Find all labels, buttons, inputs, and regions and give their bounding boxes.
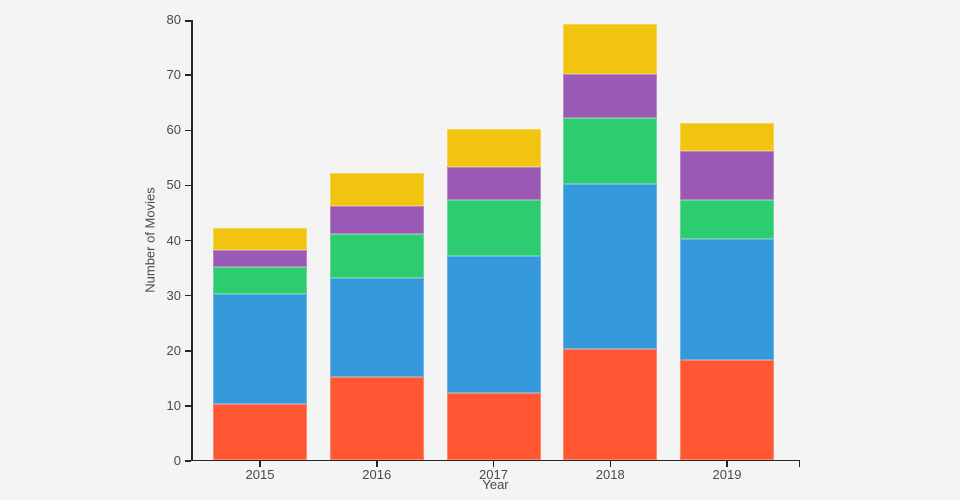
y-tick: [185, 74, 191, 76]
bar-segment-2017-purple: [446, 167, 541, 201]
bar-2015: [213, 227, 307, 460]
bar-segment-2016-green: [329, 233, 424, 278]
bar-segment-2018-purple: [563, 73, 658, 118]
bar-segment-2016-purple: [329, 205, 424, 234]
bar-segment-2015-red: [213, 404, 307, 460]
bar-segment-2017-blue: [446, 255, 541, 394]
bar-segment-2019-purple: [680, 150, 774, 201]
x-tick: [492, 461, 495, 467]
bar-segment-2017-red: [446, 393, 541, 460]
y-tick: [185, 20, 191, 22]
bar-segment-2019-red: [680, 360, 774, 460]
y-tick-label: 70: [166, 67, 181, 83]
bar-segment-2015-green: [213, 266, 307, 295]
plot-area: 0 10 20 30 40 50 60 70 80 2015 2016 2017 2018 2019: [167, 12, 800, 482]
bar-segment-2018-yellow: [563, 24, 658, 74]
y-tick: [185, 350, 191, 352]
y-tick: [185, 239, 191, 242]
y-tick-label: 60: [166, 122, 181, 138]
y-tick-label: 20: [166, 342, 181, 358]
y-tick-label: 80: [166, 12, 181, 27]
x-tick: [376, 461, 378, 467]
bar-segment-2015-blue: [213, 294, 307, 405]
bar-segment-2018-green: [563, 117, 658, 184]
y-tick-label: 10: [166, 397, 181, 413]
y-tick: [185, 460, 191, 462]
y-tick-label: 40: [166, 232, 181, 248]
bar-segment-2017-green: [446, 200, 541, 256]
y-tick-label: 50: [166, 177, 181, 193]
x-tick-label: 2018: [595, 467, 625, 482]
y-axis-line: [191, 20, 193, 461]
x-tick: [259, 461, 261, 467]
y-tick: [185, 184, 191, 187]
bar-2016: [329, 172, 424, 460]
bar-segment-2019-yellow: [680, 123, 774, 151]
bar-segment-2018-blue: [563, 183, 658, 350]
x-tick: [726, 461, 728, 467]
bar-segment-2019-blue: [680, 239, 774, 361]
bar-segment-2019-green: [680, 200, 774, 240]
bar-segment-2015-yellow: [213, 227, 307, 251]
y-tick: [185, 405, 191, 407]
x-axis-end-tick: [798, 461, 800, 467]
x-axis-title: Year: [482, 477, 509, 492]
y-tick-label: 0: [173, 453, 181, 468]
y-tick-label: 30: [166, 287, 181, 303]
bar-segment-2015-purple: [213, 250, 307, 267]
x-axis-line: [191, 459, 800, 461]
x-tick-label: 2015: [245, 467, 275, 482]
bar-segment-2017-yellow: [446, 128, 541, 168]
bar-segment-2018-red: [563, 349, 658, 460]
bar-segment-2016-red: [329, 376, 424, 460]
bar-segment-2016-yellow: [329, 172, 424, 206]
y-tick: [185, 294, 191, 297]
x-tick-label: 2016: [362, 467, 392, 482]
y-tick: [185, 129, 191, 131]
x-tick-label: 2019: [712, 467, 742, 482]
x-tick-label: 2017: [479, 467, 508, 482]
bar-2019: [680, 123, 774, 460]
bar-2018: [563, 24, 658, 460]
bar-segment-2016-blue: [329, 277, 424, 377]
bar-2017: [446, 128, 541, 460]
x-tick: [609, 461, 611, 467]
